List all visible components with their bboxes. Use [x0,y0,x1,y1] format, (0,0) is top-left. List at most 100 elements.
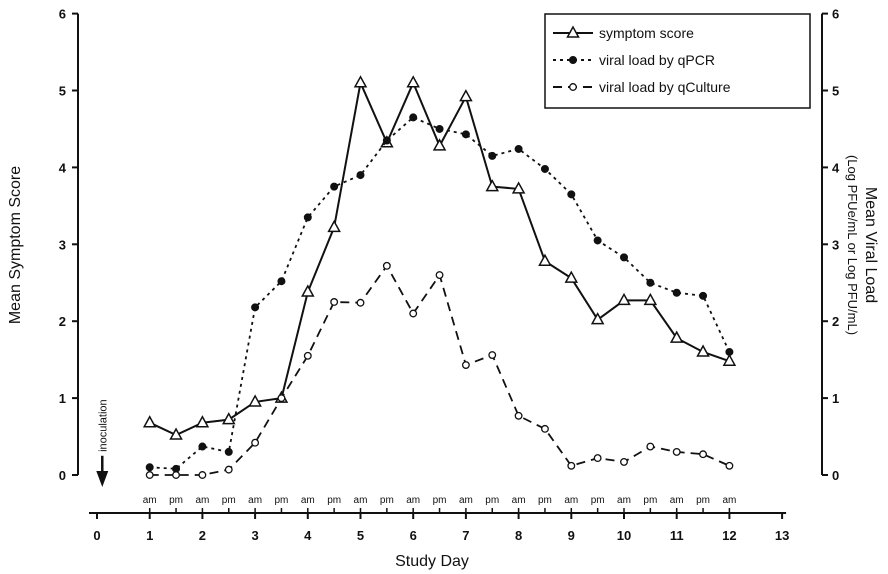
x-ampm-label: pm [485,495,499,506]
filled-circle-marker [330,182,339,191]
x-tick-label: 12 [722,528,736,543]
triangle-marker [696,344,710,357]
triangle-marker [669,330,684,343]
inoculation-label: inoculation [97,399,109,452]
open-circle-marker [593,454,602,463]
x-ampm-label: pm [169,495,183,506]
x-tick-label: 1 [146,528,153,543]
series-line [149,264,730,476]
triangle-marker [538,253,552,266]
series-line [149,79,730,437]
legend: symptom score viral load by qPCR viral loa… [544,13,811,109]
filled-circle-marker [620,253,628,262]
open-circle-marker [672,447,681,456]
triangle-marker [406,75,420,88]
open-circle-marker [172,471,180,479]
open-circle-marker [330,298,339,306]
triangle-marker [353,75,368,88]
triangle-marker [590,312,605,325]
x-ampm-label: am [301,495,315,506]
legend-label: symptom score [599,25,694,41]
open-circle-marker [409,309,418,318]
y-left-tick-label: 3 [59,237,66,252]
filled-circle-marker [224,447,233,456]
x-tick-label: 11 [670,528,684,543]
triangle-marker [459,89,473,102]
triangle-marker [722,353,737,366]
x-ampm-label: pm [591,495,605,506]
open-circle-marker [567,461,576,470]
x-tick-label: 6 [410,528,417,543]
x-ampm-label: am [670,495,684,506]
x-ampm-label: am [143,495,157,506]
y-left-tick-label: 0 [59,468,66,483]
y-right-tick-label: 2 [832,314,839,329]
series-1 [145,113,734,473]
triangle-marker [327,219,341,233]
inoculation-arrow-head [96,471,109,487]
y-right-tick-label: 3 [832,237,839,252]
y-right-axis-title: Mean Viral Load [862,187,879,303]
x-tick-label: 3 [251,528,258,543]
legend-filled-circle-marker [569,56,577,64]
filled-circle-marker [514,144,523,153]
y-left-tick-label: 1 [59,391,66,406]
x-ampm-label: pm [696,495,710,506]
y-left-tick-label: 4 [59,160,67,175]
open-circle-marker [198,471,207,479]
x-ampm-label: pm [327,495,341,506]
filled-circle-marker [725,347,734,356]
filled-circle-marker [567,190,576,199]
x-tick-label: 2 [199,528,206,543]
open-circle-marker [514,411,523,420]
x-ampm-label: am [248,495,262,506]
filled-circle-marker [356,171,365,180]
filled-circle-marker [461,130,470,139]
y-left-tick-label: 6 [59,7,66,22]
filled-circle-marker [277,277,286,286]
triangle-marker [432,138,447,151]
open-circle-marker [356,298,365,307]
x-tick-label: 4 [304,528,312,543]
y-left-axis-title: Mean Symptom Score [7,166,24,324]
filled-circle-marker [540,164,549,173]
triangle-marker [564,270,579,283]
legend-open-circle-marker [569,83,577,91]
x-ampm-label: pm [433,495,447,506]
x-ampm-label: am [406,495,420,506]
open-circle-marker [251,438,260,447]
filled-circle-marker [488,151,497,160]
x-ampm-label: pm [222,495,236,506]
legend-label: viral load by qCulture [599,79,731,95]
triangle-marker [617,292,631,306]
y-right-tick-label: 4 [832,160,840,175]
open-circle-marker [620,457,628,466]
series-0 [142,75,737,440]
triangle-marker [248,394,262,407]
filled-circle-marker [198,442,207,451]
x-ampm-label: am [617,495,631,506]
y-right-axis-subtitle: (Log PFUe/mL or Log PFU/mL) [845,155,860,335]
y-left-tick-label: 5 [59,84,66,99]
open-circle-marker [224,465,233,474]
x-tick-label: 8 [515,528,522,543]
y-right-tick-label: 5 [832,84,839,99]
filled-circle-marker [303,213,312,222]
filled-circle-marker [409,113,418,122]
filled-circle-marker [145,463,154,472]
x-tick-label: 9 [568,528,575,543]
open-circle-marker [699,450,707,459]
x-axis-title: Study Day [395,553,469,570]
x-ampm-label: pm [538,495,552,506]
y-left-tick-label: 2 [59,314,66,329]
open-circle-marker [646,442,655,451]
x-ampm-label: pm [380,495,394,506]
x-ampm-label: am [354,495,368,506]
series-2 [145,261,734,479]
triangle-marker [142,415,157,428]
triangle-marker [511,181,526,194]
open-circle-marker [488,351,497,359]
y-right-tick-label: 0 [832,468,839,483]
